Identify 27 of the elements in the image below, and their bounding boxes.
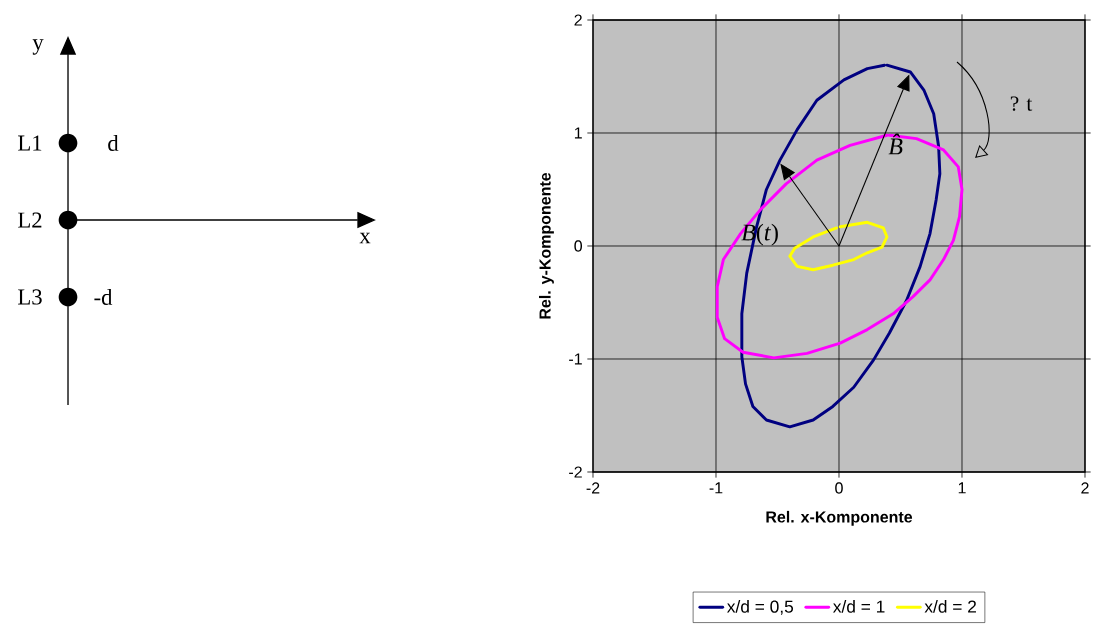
text: y xyxy=(32,39,44,55)
annotation: ? t xyxy=(1010,96,1033,111)
x-tick-label: 2 xyxy=(1081,482,1089,494)
x-tick-label: 0 xyxy=(835,482,843,494)
y-tick-label: 0 xyxy=(574,240,583,252)
legend-label: x/d = 0,5 xyxy=(727,600,794,615)
x-axis-title: Rel. x-Komponente xyxy=(766,510,913,526)
line-series xyxy=(715,133,964,360)
y-tick-label: 1 xyxy=(574,127,582,139)
legend-label: x/d = 2 xyxy=(924,600,976,613)
annotation: B̂ xyxy=(888,133,903,155)
x-tick-label: 1 xyxy=(958,482,966,494)
text: x xyxy=(359,232,371,244)
text: L2 xyxy=(18,212,42,228)
text: L3 xyxy=(18,289,42,305)
y-axis-title: Rel. y-Komponente xyxy=(538,172,554,319)
line-series xyxy=(788,220,889,272)
x-tick-label: -1 xyxy=(709,482,723,494)
legend-label: x/d = 1 xyxy=(833,600,885,613)
text: L1 xyxy=(18,135,42,151)
text: -d xyxy=(94,289,113,305)
line-series xyxy=(740,63,942,429)
y-tick-label: 2 xyxy=(574,14,582,26)
y-tick-label: -2 xyxy=(569,466,582,478)
x-tick-label: -2 xyxy=(586,482,600,494)
y-tick-label: -1 xyxy=(569,353,582,365)
text: d xyxy=(108,135,119,151)
